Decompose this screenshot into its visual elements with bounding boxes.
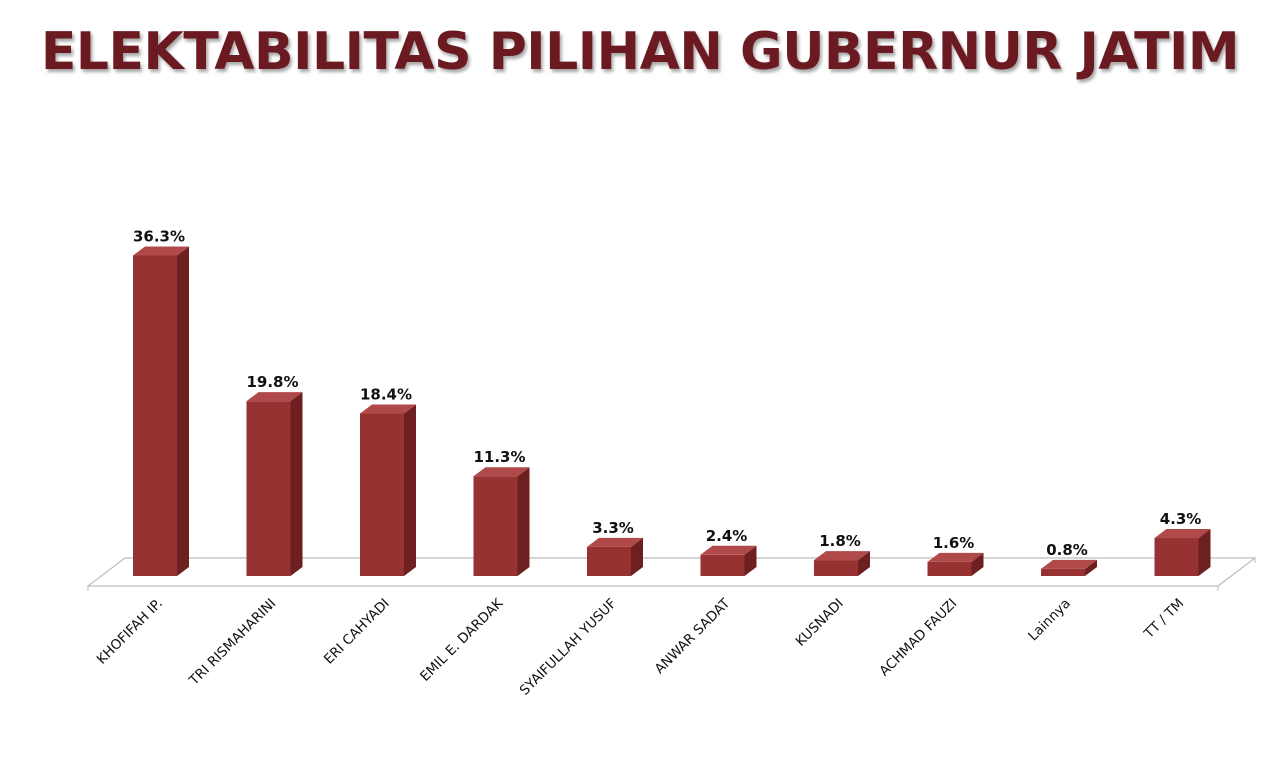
bar-front	[360, 413, 404, 576]
bar-front	[246, 401, 291, 576]
bar	[133, 246, 189, 576]
bar	[700, 545, 757, 576]
bar-side	[858, 551, 870, 576]
value-labels-group: 36.3% 19.8% 18.4% 11.3% 3.3% 2.4% 1.8% 1.6% 0.8%…	[133, 227, 1201, 558]
data-label: 2.4%	[706, 527, 748, 545]
category-label: SYAIFULLAH YUSUF	[517, 596, 620, 699]
bar-front	[1041, 568, 1085, 576]
data-label: 19.8%	[246, 373, 298, 391]
bar-front	[1154, 538, 1199, 576]
bar	[246, 392, 303, 576]
bar-side	[517, 467, 530, 576]
data-label: 1.8%	[819, 532, 861, 550]
bar-side	[177, 246, 189, 576]
category-label: TRI RISMAHARINI	[186, 596, 280, 690]
data-label: 4.3%	[1160, 510, 1202, 528]
bar-top	[246, 392, 303, 402]
data-label: 11.3%	[473, 448, 525, 466]
bar-top	[1041, 559, 1097, 569]
bar	[814, 551, 870, 576]
bar-front	[133, 255, 177, 576]
bar-side	[1085, 559, 1097, 576]
data-label: 0.8%	[1046, 541, 1088, 559]
bar-side	[744, 545, 757, 576]
category-label: TT / TM	[1140, 596, 1187, 643]
bar-top	[133, 246, 189, 256]
category-label: ACHMAD FAUZI	[876, 596, 960, 680]
bars-group	[133, 246, 1211, 576]
category-labels-group: KHOFIFAH IP. TRI RISMAHARINI ERI CAHYADI EM…	[94, 595, 1188, 699]
bar	[360, 404, 416, 576]
category-label: Lainnya	[1025, 596, 1074, 645]
bar-top	[360, 404, 416, 414]
data-label: 1.6%	[933, 534, 975, 552]
bar-front	[587, 546, 631, 576]
bar-side	[971, 552, 984, 576]
bar-front	[700, 554, 745, 576]
category-label: KHOFIFAH IP.	[94, 596, 166, 668]
category-label: ERI CAHYADI	[321, 596, 393, 668]
bar-top	[700, 545, 757, 555]
category-label: EMIL E. DARDAK	[417, 595, 507, 685]
data-label: 18.4%	[360, 386, 412, 404]
bar-top	[473, 467, 530, 477]
bar-front	[927, 561, 972, 576]
category-label: KUSNADI	[793, 596, 847, 650]
bar-top	[814, 551, 870, 561]
bar	[473, 467, 530, 576]
bar-top	[927, 552, 984, 562]
bar	[587, 537, 643, 576]
bar	[927, 552, 984, 576]
bar-side	[631, 537, 643, 576]
bar-side	[404, 404, 416, 576]
bar-side	[1198, 529, 1211, 576]
bar-front	[473, 476, 518, 576]
data-label: 3.3%	[592, 519, 634, 537]
bar-front	[814, 560, 858, 576]
data-label: 36.3%	[133, 227, 185, 245]
bar-top	[587, 537, 643, 547]
bar	[1041, 559, 1097, 576]
bar-side	[290, 392, 303, 576]
chart-title: ELEKTABILITAS PILIHAN GUBERNUR JATIM	[40, 22, 1240, 82]
category-label: ANWAR SADAT	[652, 595, 734, 677]
bar-top	[1154, 529, 1211, 539]
bar	[1154, 529, 1211, 576]
